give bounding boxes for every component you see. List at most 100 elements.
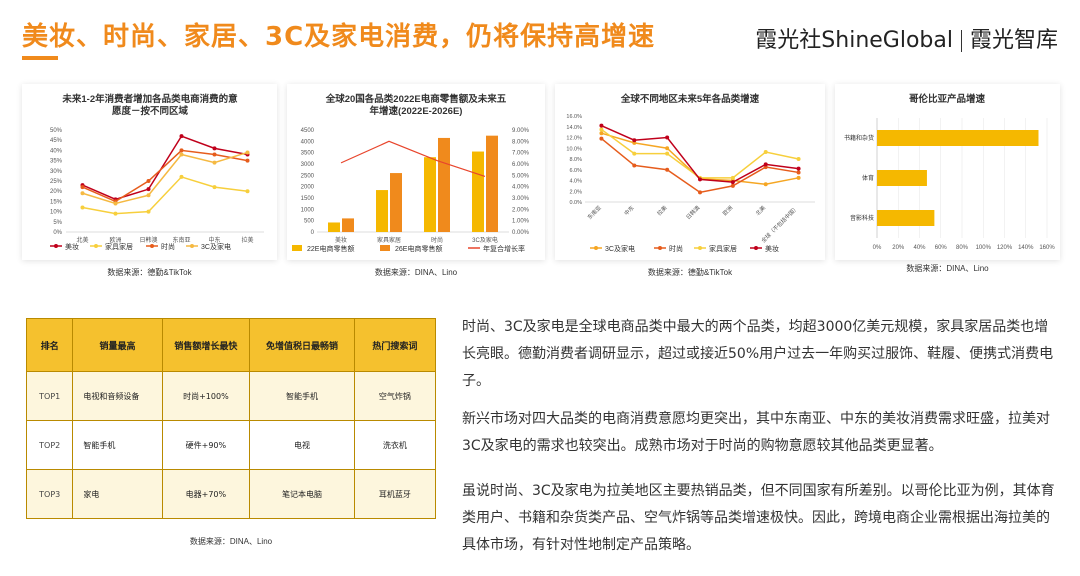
cell-top-sales: 电视和音频设备 <box>72 371 163 421</box>
paragraph-1: 时尚、3C及家电是全球电商品类中最大的两个品类，均超3000亿美元规模，家具家居… <box>462 319 1054 389</box>
y-tick-label: 6.0% <box>569 168 582 174</box>
legend-label: 26E电商零售额 <box>395 244 442 253</box>
y-tick-label: 15% <box>50 199 63 205</box>
chart4-source: 数据来源：DINA、Lino <box>906 264 989 273</box>
title-underline <box>22 56 58 60</box>
legend-label: 家具家居 <box>105 242 133 251</box>
data-point <box>730 175 735 180</box>
data-point <box>245 158 250 163</box>
chart-title: 哥伦比亚产品增速 <box>909 93 986 105</box>
y-tick-label: 0.0% <box>569 200 582 206</box>
x-tick-label: 北美 <box>754 203 768 217</box>
cell-vat-free-day: 电视 <box>249 420 355 470</box>
table-header-row: 排名 销量最高 销售额增长最快 免增值税日最畅销 热门搜索词 <box>25 318 437 372</box>
th-top-sales: 销量最高 <box>72 318 163 372</box>
x-tick-label: 北美 <box>76 236 88 244</box>
y-tick-label: 500 <box>304 219 315 225</box>
cell-rank: TOP1 <box>25 371 74 421</box>
data-point <box>80 191 85 196</box>
y2-tick-label: 3.00% <box>512 196 530 202</box>
data-point <box>179 152 184 157</box>
data-point <box>632 138 637 143</box>
data-point <box>146 179 151 183</box>
y-tick-label: 16.0% <box>566 114 582 120</box>
cell-hot-search: 空气炸锅 <box>353 371 437 421</box>
data-point <box>245 189 250 194</box>
cell-rank: TOP2 <box>25 420 74 470</box>
x-tick-label: 时尚 <box>431 236 443 244</box>
y-tick-label: 35% <box>50 159 63 165</box>
legend-marker <box>658 246 662 250</box>
data-point <box>212 185 217 190</box>
x-tick-label: 美妆 <box>335 236 347 244</box>
legend-label: 22E电商零售额 <box>307 244 354 253</box>
legend-marker <box>190 244 194 248</box>
y-tick-label: 25% <box>50 179 63 185</box>
y-tick-label: 5% <box>53 220 62 226</box>
data-point <box>245 150 250 155</box>
cell-vat-free-day: 笔记本电脑 <box>249 469 355 519</box>
bar <box>342 218 354 232</box>
data-point <box>212 160 217 165</box>
y2-tick-label: 7.00% <box>512 151 530 157</box>
data-point <box>698 177 702 182</box>
y2-tick-label: 8.00% <box>512 139 530 145</box>
data-point <box>113 201 118 206</box>
th-vat-free-day: 免增值税日最畅销 <box>249 318 355 372</box>
legend-label: 时尚 <box>161 242 175 251</box>
x-tick-label: 拉美 <box>655 203 669 217</box>
bar <box>424 157 436 232</box>
chart3-source: 数据来源：德勤&TikTok <box>647 268 733 277</box>
y-tick-label: 4.0% <box>569 179 582 185</box>
th-rank: 排名 <box>25 318 74 372</box>
legend-swatch <box>380 245 390 251</box>
table-row: TOP2 智能手机 硬件+90% 电视 洗衣机 <box>25 420 437 470</box>
data-point <box>796 157 801 161</box>
chart2-source: 数据来源：DINA、Lino <box>374 268 458 277</box>
series-line <box>601 124 799 183</box>
x-tick-label: 160% <box>1039 245 1055 251</box>
y-tick-label: 2000 <box>301 185 315 191</box>
table-row: TOP1 电视和音频设备 时尚+100% 智能手机 空气炸锅 <box>25 371 437 421</box>
chart-title: 全球不同地区未来5年各品类增速 <box>620 93 760 105</box>
table-row: TOP3 家电 电器+70% 笔记本电脑 耳机蓝牙 <box>25 469 437 519</box>
data-point <box>179 134 184 139</box>
data-point <box>599 136 604 141</box>
logo-shineglobal: 霞光社ShineGlobal <box>755 28 953 53</box>
data-point <box>796 175 801 180</box>
y2-tick-label: 6.00% <box>512 162 530 168</box>
x-tick-label: 日韩澳 <box>684 203 702 221</box>
y-tick-label: 2500 <box>301 173 315 179</box>
data-point <box>763 162 768 167</box>
series-line <box>340 140 486 178</box>
legend-marker <box>754 246 758 250</box>
series-line <box>600 128 799 179</box>
legend-marker <box>94 244 98 248</box>
x-tick-label: 欧洲 <box>721 203 735 217</box>
y2-tick-label: 2.00% <box>512 207 530 213</box>
data-point <box>665 135 670 140</box>
y2-tick-label: 1.00% <box>512 219 530 225</box>
legend-label: 3C及家电 <box>605 244 635 253</box>
y2-tick-label: 0.00% <box>512 230 530 236</box>
bar <box>438 137 450 232</box>
cell-top-sales: 智能手机 <box>72 420 163 470</box>
x-tick-label: 家具家居 <box>377 236 401 244</box>
legend-label: 时尚 <box>669 244 683 253</box>
chart-card-3: 全球不同地区未来5年各品类增速 0.0% 2.0% 4.0% 6.0% 8.0% 10.0%… <box>555 84 825 260</box>
y-tick-label: 4000 <box>301 139 315 145</box>
y-tick-label: 14.0% <box>566 125 582 131</box>
y-tick-label: 20% <box>50 189 63 195</box>
data-point <box>179 148 184 153</box>
chart-region-growth: 全球不同地区未来5年各品类增速 0.0% 2.0% 4.0% 6.0% 8.0% 10.0%… <box>566 93 815 253</box>
data-point <box>212 152 217 157</box>
y-tick-label: 音影科技 <box>850 214 874 222</box>
x-tick-label: 60% <box>935 245 948 251</box>
x-tick-label: 120% <box>997 245 1013 251</box>
y-tick-label: 体育 <box>862 174 874 182</box>
y-tick-label: 3000 <box>301 162 315 168</box>
data-point <box>763 150 768 155</box>
bar <box>390 173 402 232</box>
cell-fastest-growth: 时尚+100% <box>161 371 251 421</box>
